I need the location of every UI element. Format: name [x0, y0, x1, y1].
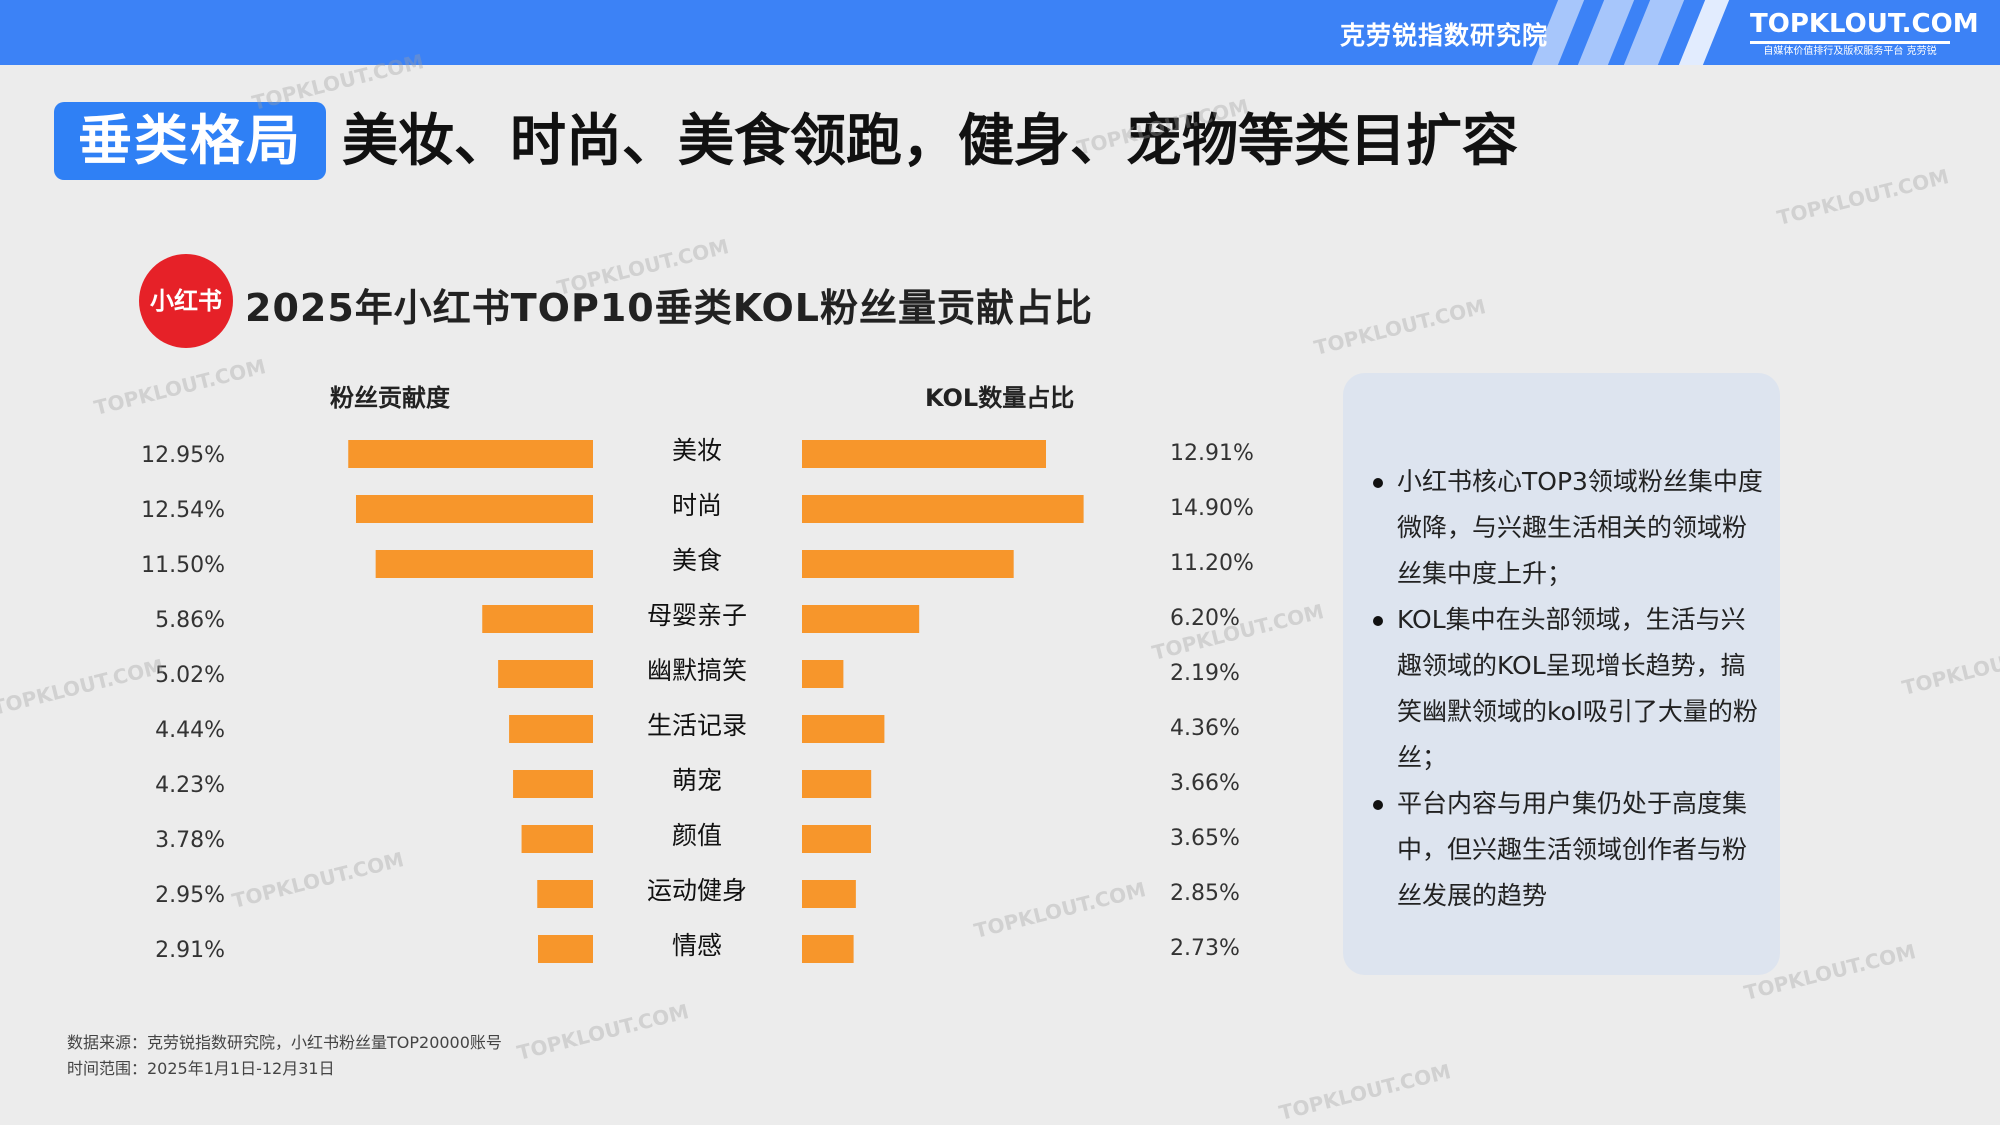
- fans-contribution-label: 4.23%: [155, 773, 225, 798]
- brand-subtitle: 自媒体价值排行及版权服务平台 克劳锐: [1750, 45, 1950, 59]
- category-label: 幽默搞笑: [647, 656, 747, 685]
- note-item: KOL集中在头部领域，生活与兴趣领域的KOL呈现增长趋势，搞笑幽默领域的kol吸…: [1367, 597, 1770, 781]
- header-stripe: [1673, 0, 1733, 65]
- fans-contribution-label: 5.86%: [155, 608, 225, 633]
- fans-contribution-bar: [537, 880, 593, 908]
- kol-share-bar: [802, 605, 919, 633]
- kol-share-label: 3.66%: [1170, 771, 1240, 796]
- category-label: 情感: [672, 931, 722, 960]
- brand-logo: TOPKLOUT.COM 自媒体价值排行及版权服务平台 克劳锐: [1750, 9, 1950, 59]
- butterfly-bar-chart: 12.95% 12.91% 美妆 12.54% 14.90% 时尚 11.50% 11.20%…: [0, 0, 1330, 1000]
- kol-share-label: 14.90%: [1170, 496, 1254, 521]
- fans-contribution-label: 12.54%: [141, 498, 225, 523]
- watermark: TOPKLOUT.COM: [1900, 634, 2000, 700]
- brand-divider: [1750, 41, 1950, 44]
- kol-share-bar: [802, 660, 843, 688]
- fans-contribution-bar: [348, 440, 593, 468]
- fans-contribution-bar: [356, 495, 593, 523]
- category-label: 萌宠: [672, 766, 722, 795]
- fans-contribution-bar: [498, 660, 593, 688]
- note-item: 小红书核心TOP3领域粉丝集中度微降，与兴趣生活相关的领域粉丝集中度上升；: [1367, 459, 1770, 597]
- bullet-icon: [1373, 616, 1383, 626]
- fans-contribution-label: 2.95%: [155, 883, 225, 908]
- note-text: 小红书核心TOP3领域粉丝集中度微降，与兴趣生活相关的领域粉丝集中度上升；: [1397, 467, 1763, 588]
- kol-share-bar: [802, 770, 871, 798]
- note-item: 平台内容与用户集仍处于高度集中，但兴趣生活领域创作者与粉丝发展的趋势: [1367, 781, 1770, 919]
- fans-contribution-label: 3.78%: [155, 828, 225, 853]
- fans-contribution-bar: [522, 825, 593, 853]
- kol-share-bar: [802, 440, 1046, 468]
- category-label: 美妆: [672, 436, 722, 465]
- category-label: 时尚: [672, 491, 722, 520]
- fans-contribution-label: 11.50%: [141, 553, 225, 578]
- category-label: 生活记录: [647, 711, 747, 740]
- kol-share-label: 2.85%: [1170, 881, 1240, 906]
- kol-share-bar: [802, 715, 884, 743]
- kol-share-bar: [802, 825, 871, 853]
- kol-share-label: 2.19%: [1170, 661, 1240, 686]
- note-text: 平台内容与用户集仍处于高度集中，但兴趣生活领域创作者与粉丝发展的趋势: [1397, 789, 1747, 910]
- fans-contribution-label: 12.95%: [141, 443, 225, 468]
- kol-share-label: 2.73%: [1170, 936, 1240, 961]
- kol-share-label: 3.65%: [1170, 826, 1240, 851]
- fans-contribution-label: 4.44%: [155, 718, 225, 743]
- category-label: 母婴亲子: [647, 601, 747, 630]
- footer: 数据来源：克劳锐指数研究院，小红书粉丝量TOP20000账号 时间范围：2025…: [67, 1030, 502, 1082]
- watermark: TOPKLOUT.COM: [1277, 1059, 1453, 1125]
- watermark: TOPKLOUT.COM: [1312, 294, 1488, 360]
- watermark: TOPKLOUT.COM: [515, 999, 691, 1065]
- fans-contribution-bar: [513, 770, 593, 798]
- kol-share-label: 4.36%: [1170, 716, 1240, 741]
- fans-contribution-bar: [376, 550, 593, 578]
- org-name: 克劳锐指数研究院: [1340, 16, 1548, 52]
- kol-share-label: 11.20%: [1170, 551, 1254, 576]
- kol-share-bar: [802, 495, 1084, 523]
- kol-share-label: 12.91%: [1170, 441, 1254, 466]
- fans-contribution-bar: [538, 935, 593, 963]
- time-range: 时间范围：2025年1月1日-12月31日: [67, 1056, 502, 1082]
- fans-contribution-label: 2.91%: [155, 938, 225, 963]
- kol-share-bar: [802, 550, 1014, 578]
- bullet-icon: [1373, 478, 1383, 488]
- note-text: KOL集中在头部领域，生活与兴趣领域的KOL呈现增长趋势，搞笑幽默领域的kol吸…: [1397, 605, 1758, 772]
- brand-name: TOPKLOUT.COM: [1750, 9, 1950, 39]
- watermark: TOPKLOUT.COM: [1775, 164, 1951, 230]
- category-label: 美食: [672, 546, 722, 575]
- fans-contribution-bar: [482, 605, 593, 633]
- category-label: 运动健身: [647, 876, 747, 905]
- kol-share-bar: [802, 880, 856, 908]
- notes-panel: 小红书核心TOP3领域粉丝集中度微降，与兴趣生活相关的领域粉丝集中度上升； KO…: [1343, 373, 1780, 975]
- kol-share-bar: [802, 935, 854, 963]
- data-source: 数据来源：克劳锐指数研究院，小红书粉丝量TOP20000账号: [67, 1030, 502, 1056]
- category-label: 颜值: [672, 821, 722, 850]
- fans-contribution-bar: [509, 715, 593, 743]
- bullet-icon: [1373, 800, 1383, 810]
